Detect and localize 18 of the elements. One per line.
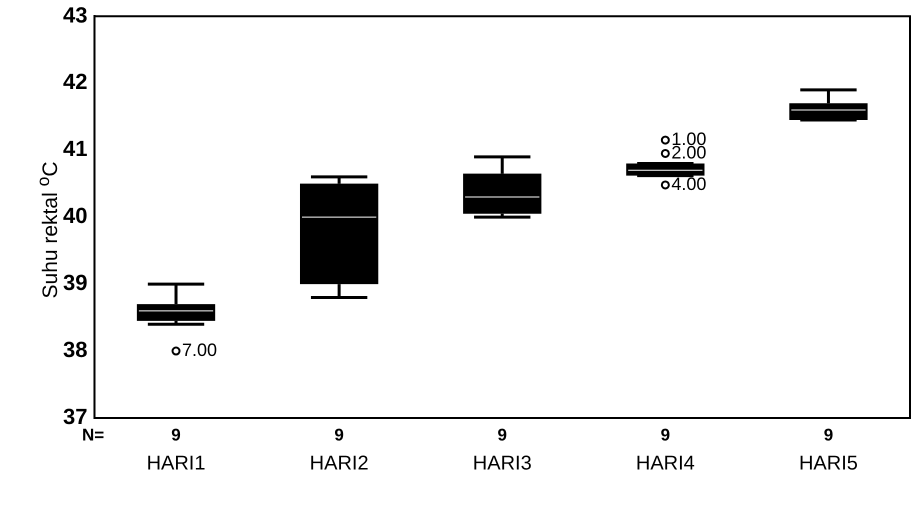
text: 9 [824, 426, 834, 445]
annotation: 4.00 [671, 174, 706, 194]
text: 9 [660, 426, 670, 445]
annotation: 7.00 [182, 340, 218, 360]
y-tick-label: 40 [62, 203, 88, 228]
text: 9 [334, 426, 344, 445]
x-tick-label: HARI3 [472, 452, 532, 475]
x-tick-label: HARI1 [146, 452, 206, 475]
y-tick-label: 39 [62, 270, 88, 296]
y-tick-label: 42 [62, 69, 88, 94]
x-tick-label: HARI2 [310, 452, 369, 475]
y-tick-label: 38 [62, 337, 88, 362]
y-tick-label: 41 [62, 136, 88, 162]
text: 9 [171, 426, 181, 445]
y-tick-label: 43 [62, 2, 88, 28]
x-tick-label: HARI4 [636, 452, 695, 475]
x-tick-label: HARI5 [798, 452, 858, 475]
text: 9 [498, 426, 507, 445]
